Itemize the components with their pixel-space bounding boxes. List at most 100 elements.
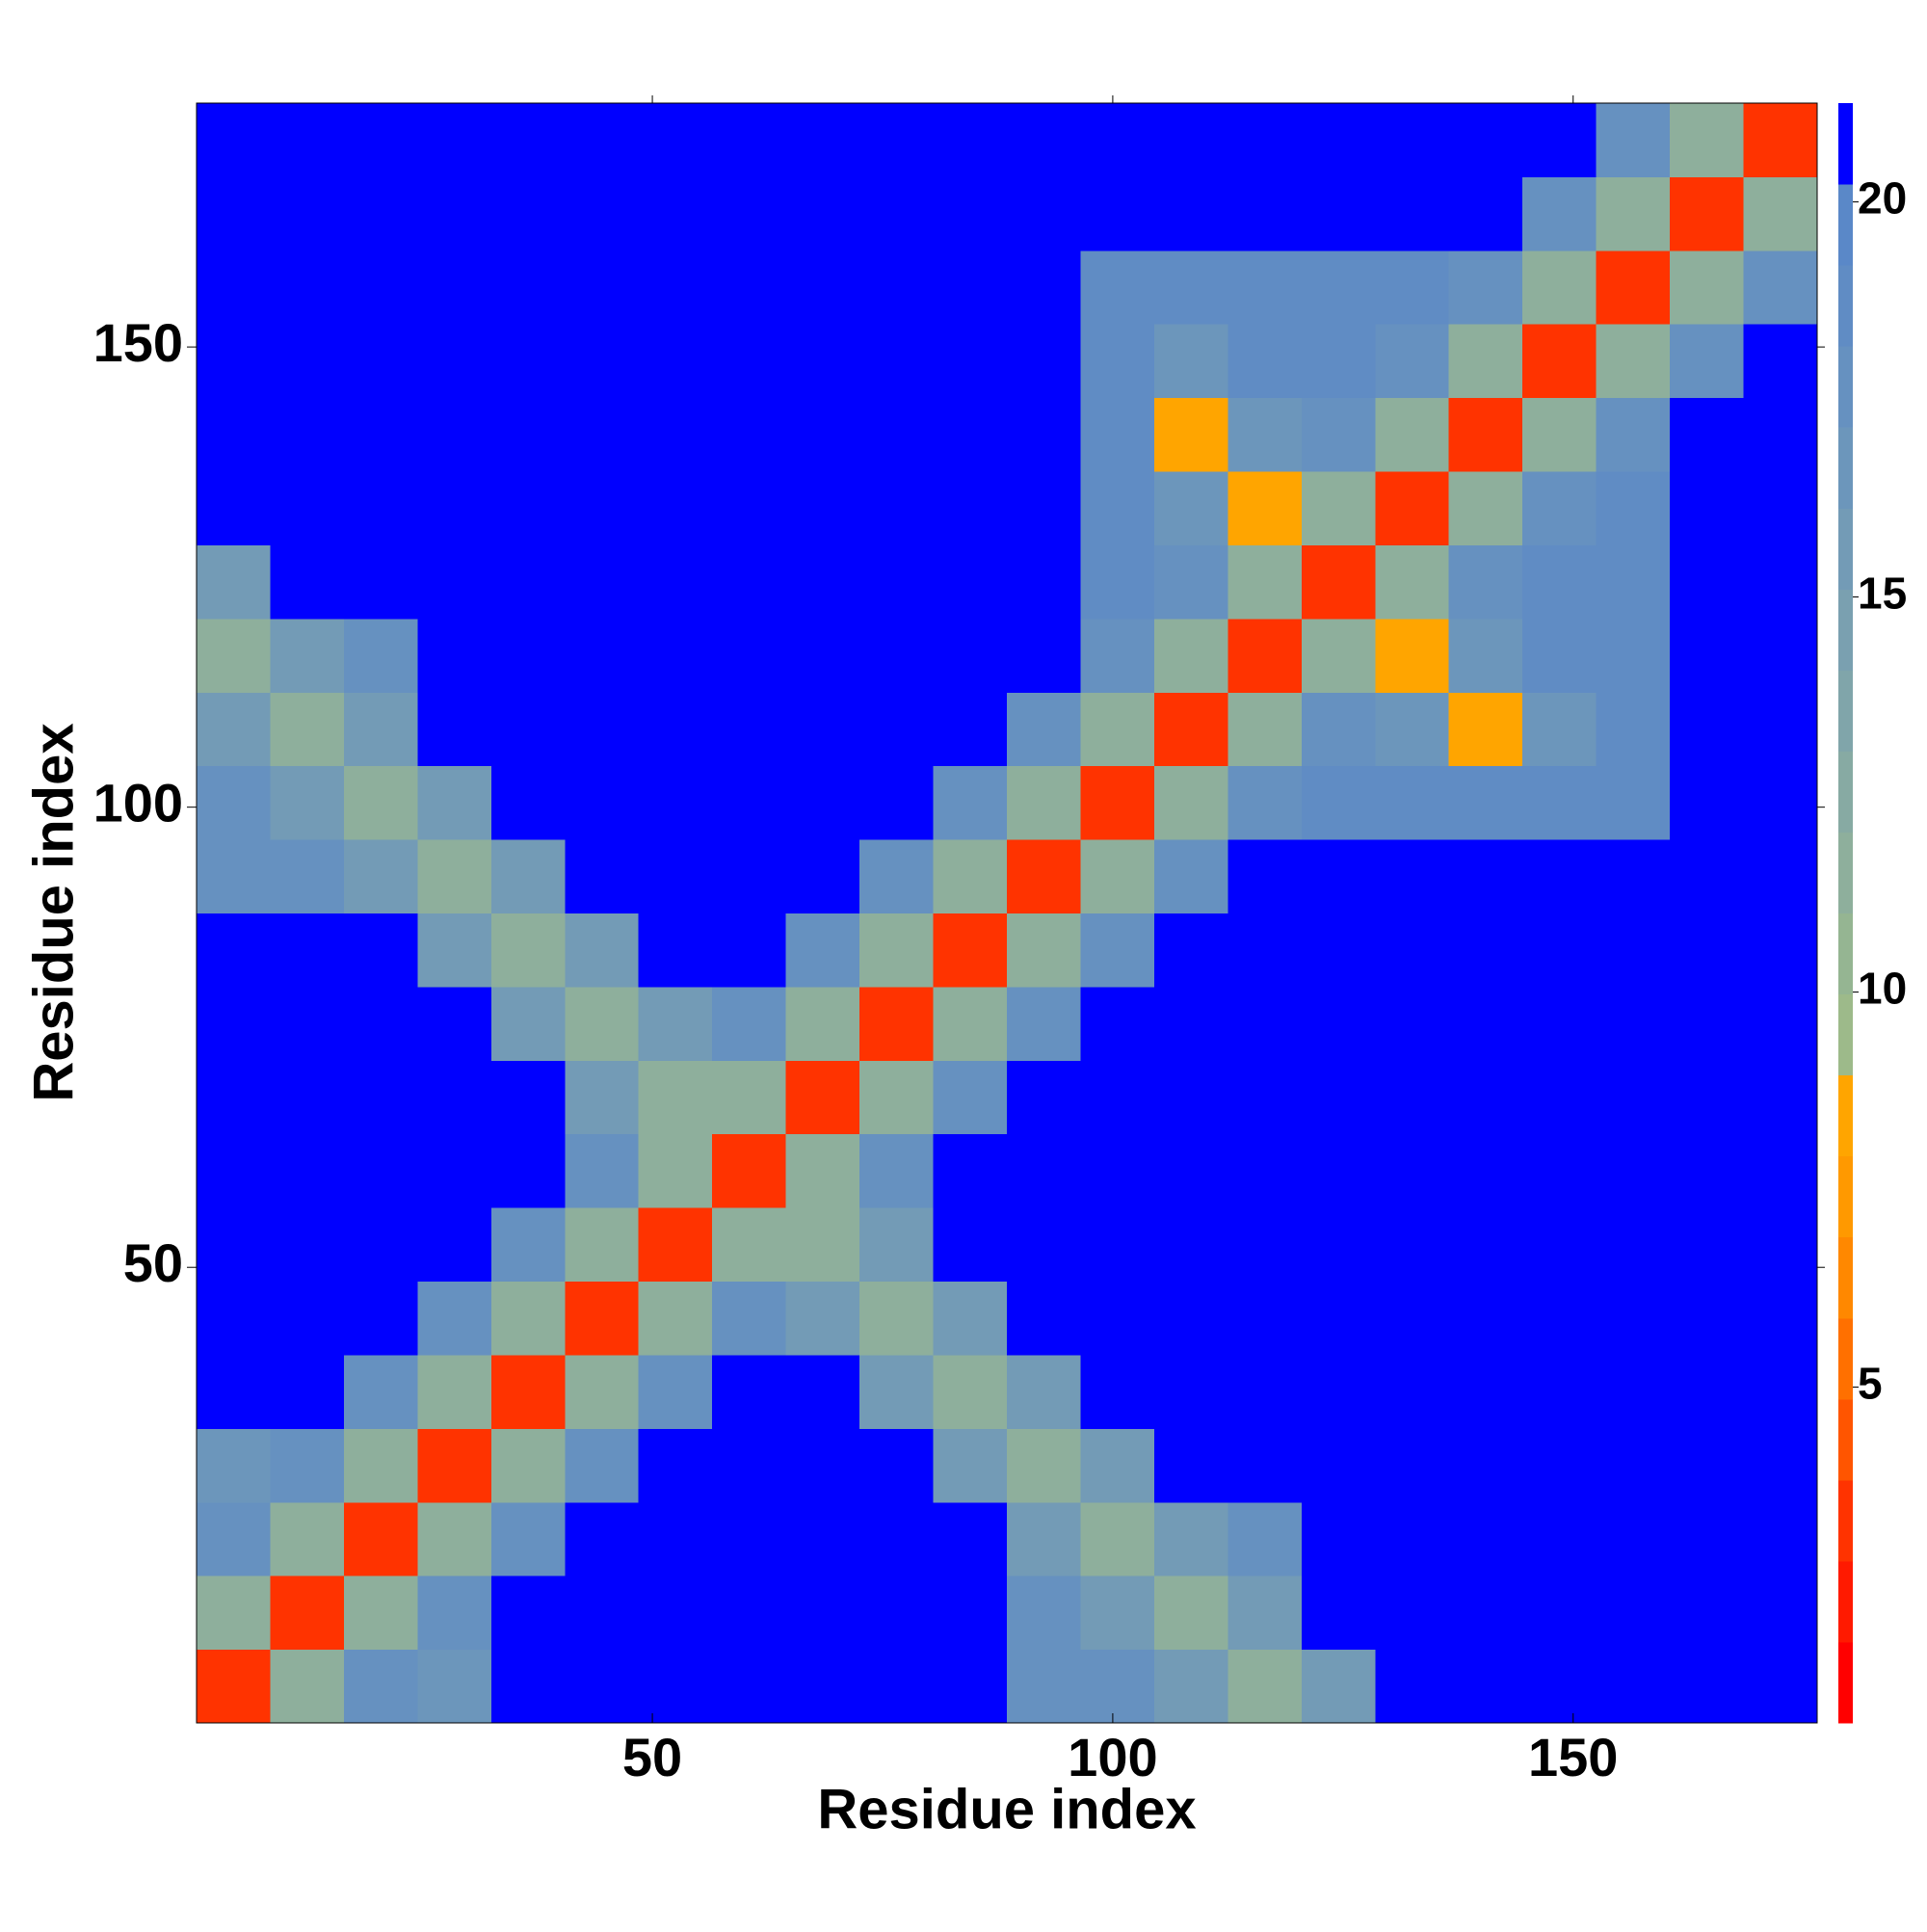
heatmap-cell	[1743, 250, 1818, 325]
heatmap-cell	[859, 397, 935, 472]
heatmap-cell	[1007, 1649, 1081, 1724]
heatmap-cell	[1522, 1575, 1597, 1651]
heatmap-cell	[1007, 618, 1081, 693]
heatmap-cell	[1375, 839, 1450, 913]
heatmap-cell	[1670, 103, 1745, 177]
colorbar-band	[1838, 1317, 1853, 1400]
heatmap-cell	[417, 913, 492, 988]
heatmap-cell	[1743, 1501, 1818, 1576]
heatmap-cell	[638, 1207, 713, 1283]
heatmap-cell	[1080, 1575, 1155, 1651]
heatmap-cell	[565, 324, 640, 399]
heatmap-cell	[1153, 1501, 1228, 1576]
heatmap-cell	[1375, 1281, 1450, 1356]
heatmap-cell	[343, 250, 418, 325]
heatmap-cell	[1227, 1060, 1303, 1135]
heatmap-cell	[1375, 1575, 1450, 1651]
heatmap-cell	[933, 839, 1008, 913]
heatmap-cell	[712, 1354, 787, 1429]
heatmap-cell	[785, 103, 860, 177]
heatmap-cell	[197, 397, 271, 472]
heatmap-cell	[1743, 176, 1818, 251]
heatmap-cell	[1596, 1207, 1671, 1283]
heatmap-cell	[1596, 1575, 1671, 1651]
colorbar-tick-label: 5	[1858, 1359, 1883, 1409]
heatmap-cell	[1007, 324, 1081, 399]
heatmap-cell	[197, 618, 271, 693]
heatmap-cell	[1375, 1060, 1450, 1135]
heatmap-cell	[785, 324, 860, 399]
heatmap-cell	[1375, 544, 1450, 620]
heatmap-cell	[417, 618, 492, 693]
heatmap-cell	[1375, 986, 1450, 1061]
heatmap-cell	[785, 1281, 860, 1356]
heatmap-cell	[1375, 1501, 1450, 1576]
heatmap-cell	[1596, 250, 1671, 325]
heatmap-cell	[1007, 103, 1081, 177]
heatmap-cell	[1153, 471, 1228, 545]
heatmap-cell	[1301, 839, 1376, 913]
heatmap-cell	[1153, 913, 1228, 988]
heatmap-cell	[1153, 1133, 1228, 1208]
heatmap-cell	[1080, 397, 1155, 472]
heatmap-cell	[1670, 839, 1745, 913]
heatmap-cell	[270, 839, 345, 913]
heatmap-cell	[343, 1354, 418, 1429]
heatmap-cell	[1227, 176, 1303, 251]
heatmap-cell	[490, 1428, 566, 1503]
heatmap-cell	[933, 324, 1008, 399]
heatmap-cell	[565, 103, 640, 177]
heatmap-cell	[197, 765, 271, 840]
heatmap-cell	[490, 1649, 566, 1724]
heatmap-cell	[565, 1207, 640, 1283]
heatmap-cell	[1522, 986, 1597, 1061]
heatmap-cell	[1448, 765, 1523, 840]
heatmap-cell	[1670, 544, 1745, 620]
heatmap-cell	[1743, 1207, 1818, 1283]
heatmap-cell	[1670, 1428, 1745, 1503]
heatmap-cell	[343, 1501, 418, 1576]
heatmap-cell	[197, 1060, 271, 1135]
colorbar-tick-label: 15	[1858, 569, 1907, 619]
heatmap-cell	[1375, 1207, 1450, 1283]
heatmap-cell	[270, 1207, 345, 1283]
heatmap-cell	[712, 692, 787, 767]
heatmap-cell	[417, 1060, 492, 1135]
heatmap-cell	[1522, 1428, 1597, 1503]
heatmap-cell	[270, 1501, 345, 1576]
heatmap-cell	[1596, 1428, 1671, 1503]
heatmap-cell	[1448, 324, 1523, 399]
heatmap-cell	[1522, 913, 1597, 988]
colorbar-band	[1838, 993, 1853, 1076]
heatmap-cell	[1153, 397, 1228, 472]
heatmap-cell	[565, 1501, 640, 1576]
heatmap-cell	[785, 1207, 860, 1283]
heatmap-cell	[343, 1207, 418, 1283]
heatmap-cell	[1153, 839, 1228, 913]
heatmap-cell	[270, 1133, 345, 1208]
colorbar-band	[1838, 184, 1853, 266]
heatmap-cell	[1670, 1207, 1745, 1283]
heatmap-cell	[565, 176, 640, 251]
heatmap-cell	[1743, 839, 1818, 913]
heatmap-cell	[1522, 618, 1597, 693]
heatmap-cell	[417, 471, 492, 545]
heatmap-cell	[417, 103, 492, 177]
heatmap-cell	[1596, 839, 1671, 913]
heatmap-cell	[1670, 692, 1745, 767]
heatmap-cell	[1080, 1354, 1155, 1429]
heatmap-cell	[1522, 1133, 1597, 1208]
heatmap-cell	[565, 692, 640, 767]
heatmap-cell	[1007, 1575, 1081, 1651]
heatmap-cell	[1375, 471, 1450, 545]
heatmap-cell	[1743, 1354, 1818, 1429]
colorbar-band	[1838, 1641, 1853, 1724]
heatmap-cell	[933, 765, 1008, 840]
heatmap-cell	[1670, 618, 1745, 693]
heatmap-cell	[1007, 250, 1081, 325]
heatmap-cell	[859, 471, 935, 545]
heatmap-cell	[490, 765, 566, 840]
heatmap-cell	[933, 471, 1008, 545]
heatmap-cell	[1522, 250, 1597, 325]
